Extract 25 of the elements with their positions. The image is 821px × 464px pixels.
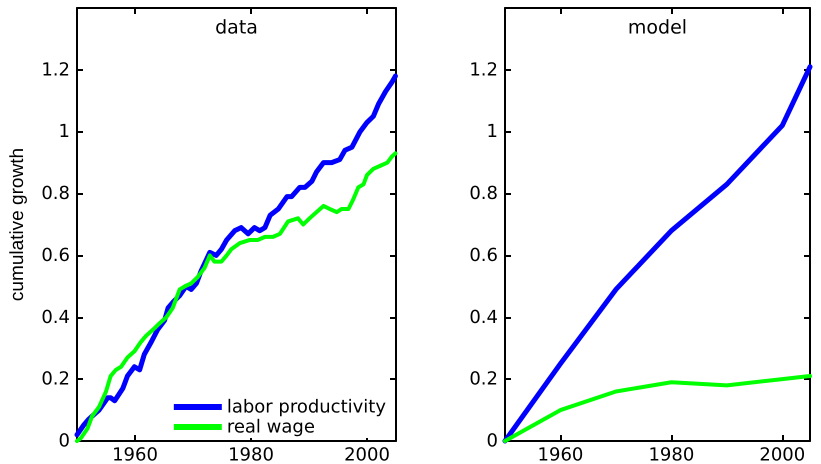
y-tick-label: 0.8 — [41, 183, 70, 204]
x-tick-label: 2000 — [759, 444, 806, 464]
y-tick-label: 0.4 — [469, 306, 498, 328]
y-tick-label: 0 — [58, 430, 70, 452]
y-tick-label: 0.2 — [469, 368, 498, 390]
text: model — [628, 16, 688, 38]
y-tick-label: 1 — [486, 121, 498, 142]
y-tick-label: 0 — [486, 430, 498, 452]
legend-label: real wage — [226, 416, 315, 438]
y-axis-title: cumulative growth — [7, 148, 28, 302]
x-tick-label: 1960 — [538, 444, 584, 464]
y-tick-label: 0.2 — [41, 368, 70, 390]
x-tick-label: 1960 — [112, 444, 158, 464]
x-tick-label: 1980 — [228, 444, 274, 464]
x-tick-label: 1980 — [648, 444, 694, 464]
y-tick-label: 0.8 — [469, 183, 498, 204]
y-tick-label: 0.6 — [41, 244, 70, 266]
y-tick-label: 0.4 — [41, 306, 70, 328]
y-tick-label: 1.2 — [41, 59, 70, 80]
y-tick-label: 1.2 — [469, 59, 498, 80]
y-tick-label: 1 — [58, 121, 70, 142]
text: data — [215, 16, 258, 38]
y-tick-label: 0.6 — [469, 244, 498, 266]
legend-label: labor productivity — [226, 396, 386, 418]
x-tick-label: 2000 — [344, 444, 390, 464]
